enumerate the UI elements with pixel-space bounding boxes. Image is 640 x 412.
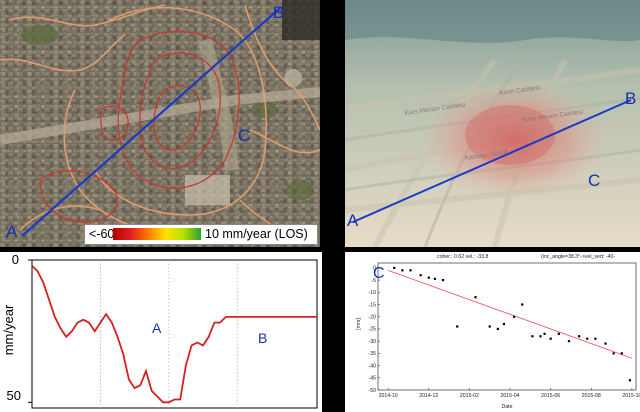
ts-ytick-label: 0 — [373, 266, 376, 272]
ts-ytick-label: -20 — [369, 315, 377, 321]
ts-point — [539, 335, 542, 338]
point-a-label: A — [6, 222, 18, 241]
profile-point-a-label: A — [152, 320, 162, 336]
legend-max-label: 10 mm/year (LOS) — [205, 227, 308, 241]
ts-point — [488, 325, 491, 328]
ts-point — [521, 303, 524, 306]
point-c-label: C — [238, 126, 250, 145]
profile-series-line — [31, 265, 317, 404]
ts-point — [441, 278, 445, 282]
ts-plot-frame — [377, 262, 637, 391]
timeseries-chart: coher.: 0.62 vel.: -33.8 (inc_angle=38.3… — [356, 254, 640, 410]
profile-plot-frame — [31, 259, 318, 409]
ts-point — [557, 332, 560, 335]
legend-min-label: <-60 — [89, 227, 115, 241]
ts-point — [543, 332, 546, 335]
ts-point — [531, 335, 534, 338]
ts-xtick-label: 2015-04 — [501, 393, 520, 399]
ts-xtick-label: 2014-10 — [379, 393, 398, 399]
ts-ytick-label: -35 — [369, 351, 377, 357]
ts-point — [433, 277, 436, 280]
deformation-contours — [39, 30, 240, 223]
ts-point — [549, 337, 552, 340]
ts-header-left: coher.: 0.62 vel.: -33.8 — [437, 254, 488, 260]
ts-xtick-label: 2015-10 — [622, 393, 640, 399]
ts-point — [586, 337, 589, 340]
ts-point — [628, 379, 632, 382]
legend-color-ramp — [113, 228, 201, 240]
ts-point — [612, 352, 615, 355]
profile-point-b-label: B — [258, 330, 267, 346]
ts-trend-line — [388, 269, 633, 359]
ts-ytick-label: -15 — [369, 302, 377, 308]
perspective-view: Kesir Caddesi Kars Meram Caddesi Kaburçu… — [345, 0, 640, 247]
ts-point — [456, 325, 459, 328]
aerial-map: A B C — [0, 0, 320, 247]
velocity-legend: <-60 10 mm/year (LOS) — [84, 224, 318, 245]
ts-xtick-label: 2015-02 — [460, 393, 479, 399]
ts-xtick-label: 2015-06 — [541, 393, 560, 399]
profile-chart: 0 50 mm/year A B — [1, 252, 318, 409]
ts-point-c-label: C — [373, 265, 385, 282]
ts-xtick-label: 2015-08 — [582, 393, 601, 399]
ts-point — [567, 340, 571, 343]
profile-ytick-top: 0 — [12, 252, 19, 267]
profile-ylabel: mm/year — [1, 304, 16, 355]
ts-header-right: (inc_angle=38.3°->vel_vert: -40- — [541, 254, 615, 260]
ts-ytick-label: -10 — [369, 290, 377, 296]
ts-point — [419, 274, 422, 277]
ts-ytick-label: -30 — [369, 339, 377, 345]
profile-ytick-bottom: 50 — [7, 388, 21, 403]
timeseries-panel: coher.: 0.62 vel.: -33.8 (inc_angle=38.3… — [345, 252, 640, 412]
ts-ylabel: [mm] — [356, 318, 362, 330]
ts-point — [409, 269, 412, 272]
ts-point — [427, 276, 430, 279]
ts-point — [513, 315, 516, 318]
section-line-ab — [352, 99, 632, 223]
point-c-label: C — [588, 171, 600, 190]
ts-point — [604, 342, 607, 345]
point-b-label: B — [273, 3, 284, 22]
ts-ytick-label: -40 — [369, 363, 377, 369]
ts-xtick-label: 2014-12 — [419, 393, 438, 399]
profile-chart-panel: 0 50 mm/year A B — [0, 252, 322, 412]
ts-point — [393, 266, 396, 269]
ts-ytick-label: -5 — [371, 278, 376, 284]
ts-point — [578, 335, 581, 338]
ts-ytick-label: -50 — [369, 388, 377, 394]
ts-point — [401, 269, 404, 272]
ts-xlabel: Date — [502, 404, 513, 410]
deformation-map-panel: A B C <-60 10 mm/year (LOS) — [0, 0, 320, 247]
ts-point — [620, 352, 623, 355]
ts-point — [594, 337, 597, 340]
ts-ytick-label: -25 — [369, 327, 377, 333]
point-a-label: A — [347, 211, 359, 230]
ts-point — [496, 327, 499, 331]
point-b-label: B — [625, 89, 636, 108]
ts-point — [474, 296, 477, 299]
ts-ytick-label: -45 — [369, 376, 377, 382]
section-line-ab — [21, 7, 281, 237]
perspective-view-panel: Kesir Caddesi Kars Meram Caddesi Kaburçu… — [345, 0, 640, 247]
ts-point — [502, 322, 506, 326]
